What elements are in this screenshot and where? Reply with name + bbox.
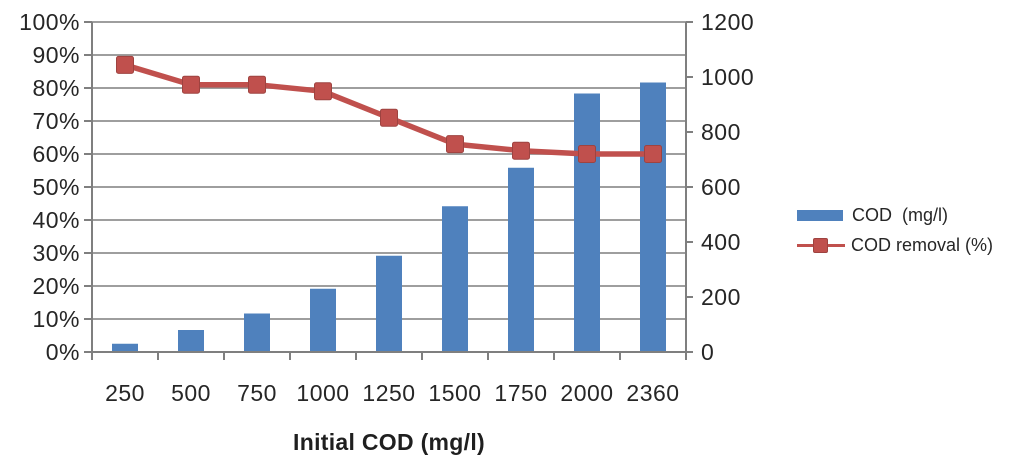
y-left-tick-label: 100% [19,9,80,35]
y-left-tick-label: 30% [32,240,80,266]
y-right-tick-label: 400 [701,229,741,255]
y-left-tick-label: 80% [32,75,80,101]
legend-item-removal: COD removal (%) [797,234,994,255]
removal-marker-1250 [380,108,398,127]
bar-500 [178,330,204,352]
y-left-tick-label: 40% [32,207,80,233]
bar-250 [112,343,138,352]
bar-2360 [640,82,666,352]
x-tick-label: 500 [171,380,211,406]
legend-label-removal: COD removal (%) [851,234,994,255]
bar-1250 [376,255,402,352]
removal-marker-1750 [512,141,530,160]
x-tick-label: 1250 [362,380,415,406]
removal-marker-500 [182,75,200,94]
y-left-tick-label: 90% [32,42,80,68]
y-right-tick-label: 600 [701,174,741,200]
x-tick-label: 1000 [296,380,349,406]
legend-label-cod: COD (mg/l) [852,204,948,225]
y-right-tick-label: 800 [701,119,741,145]
bar-swatch-icon [797,209,843,221]
y-left-tick-label: 50% [32,174,80,200]
x-tick-label: 1500 [428,380,481,406]
removal-marker-250 [116,55,134,74]
y-left-tick-label: 20% [32,273,80,299]
x-tick-label: 1750 [494,380,547,406]
square-marker-swatch [813,238,828,253]
removal-marker-750 [248,75,266,94]
bar-1000 [310,288,336,352]
y-right-tick-label: 1200 [701,9,754,35]
x-tick-label: 2360 [626,380,679,406]
y-left-tick-label: 0% [46,339,80,365]
y-left-tick-label: 70% [32,108,80,134]
bar-1500 [442,206,468,352]
x-tick-label: 2000 [560,380,613,406]
x-axis-title: Initial COD (mg/l) [293,429,485,455]
y-left-tick-label: 60% [32,141,80,167]
bar-1750 [508,167,534,352]
x-tick-label: 250 [105,380,145,406]
legend-item-cod: COD (mg/l) [797,204,993,225]
y-right-tick-label: 1000 [701,64,754,90]
legend: COD (mg/l) COD removal (%) [797,204,994,255]
removal-marker-1500 [446,135,464,154]
line-marker-swatch-icon [797,237,845,253]
y-left-tick-label: 10% [32,306,80,332]
bar-750 [244,313,270,352]
y-right-tick-label: 0 [701,339,714,365]
bar-2000 [574,93,600,352]
removal-marker-2000 [578,145,596,163]
removal-marker-2360 [644,145,662,163]
y-right-tick-label: 200 [701,284,741,310]
x-tick-label: 750 [237,380,277,406]
removal-marker-1000 [314,82,332,101]
